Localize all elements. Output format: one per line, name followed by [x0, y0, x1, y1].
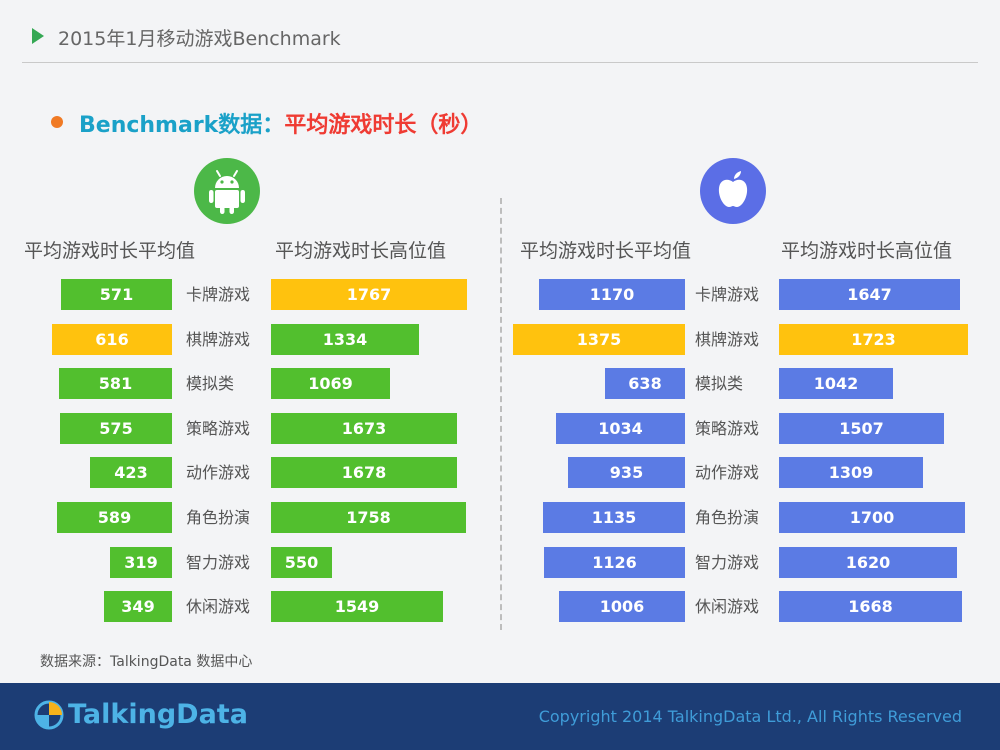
ios-avg-bar: 935	[568, 457, 685, 488]
section-title: Benchmark数据：平均游戏时长（秒）	[79, 107, 482, 139]
footer-bar: TalkingData Copyright 2014 TalkingData L…	[0, 683, 1000, 750]
android-category-label: 智力游戏	[186, 553, 251, 572]
ios-high-bar: 1042	[779, 368, 893, 399]
ios-category-label: 棋牌游戏	[695, 330, 760, 349]
apple-icon	[700, 158, 766, 224]
ios-avg-bar: 1006	[559, 591, 685, 622]
android-avg-bar: 319	[110, 547, 172, 578]
android-high-bar: 1673	[271, 413, 457, 444]
android-high-bar: 1069	[271, 368, 390, 399]
ios-high-bar: 1647	[779, 279, 960, 310]
ios-category-label: 模拟类	[695, 374, 744, 393]
android-category-label: 棋牌游戏	[186, 330, 251, 349]
ios-avg-bar: 638	[605, 368, 685, 399]
ios-avg-bar: 1126	[544, 547, 685, 578]
android-category-label: 策略游戏	[186, 419, 251, 438]
ios-avg-bar: 1135	[543, 502, 685, 533]
android-category-label: 休闲游戏	[186, 597, 251, 616]
android-category-label: 模拟类	[186, 374, 235, 393]
header-arrow-icon	[32, 28, 44, 44]
header-divider	[22, 62, 978, 63]
android-category-label: 角色扮演	[186, 508, 251, 527]
page-title: 2015年1月移动游戏Benchmark	[58, 28, 341, 50]
android-avg-bar: 616	[52, 324, 172, 355]
android-high-bar: 1549	[271, 591, 443, 622]
ios-high-bar: 1507	[779, 413, 944, 444]
android-icon	[194, 158, 260, 224]
ios-category-label: 休闲游戏	[695, 597, 760, 616]
logo-text: TalkingData	[68, 699, 248, 730]
android-avg-bar: 349	[104, 591, 172, 622]
ios-category-label: 卡牌游戏	[695, 285, 760, 304]
ios-high-bar: 1309	[779, 457, 923, 488]
platform-divider	[500, 198, 502, 630]
android-avg-bar: 571	[61, 279, 172, 310]
ios-high-header: 平均游戏时长高位值	[781, 240, 953, 262]
ios-avg-header: 平均游戏时长平均值	[520, 240, 692, 262]
ios-category-label: 动作游戏	[695, 463, 760, 482]
ios-category-label: 策略游戏	[695, 419, 760, 438]
section-highlight: 平均游戏时长（秒）	[284, 113, 483, 138]
android-high-header: 平均游戏时长高位值	[275, 240, 447, 262]
android-category-label: 动作游戏	[186, 463, 251, 482]
android-high-bar: 1758	[271, 502, 466, 533]
android-high-bar: 1334	[271, 324, 419, 355]
android-category-label: 卡牌游戏	[186, 285, 251, 304]
ios-high-bar: 1723	[779, 324, 968, 355]
data-source: 数据来源：TalkingData 数据中心	[40, 654, 253, 670]
android-high-bar: 550	[271, 547, 332, 578]
ios-category-label: 角色扮演	[695, 508, 760, 527]
android-avg-bar: 423	[90, 457, 172, 488]
ios-avg-bar: 1375	[513, 324, 685, 355]
ios-high-bar: 1668	[779, 591, 962, 622]
logo-icon	[34, 700, 64, 730]
bullet-icon	[51, 116, 63, 128]
ios-high-bar: 1620	[779, 547, 957, 578]
android-high-bar: 1678	[271, 457, 457, 488]
copyright-text: Copyright 2014 TalkingData Ltd., All Rig…	[538, 707, 962, 726]
ios-high-bar: 1700	[779, 502, 965, 533]
android-high-bar: 1767	[271, 279, 467, 310]
ios-category-label: 智力游戏	[695, 553, 760, 572]
android-avg-header: 平均游戏时长平均值	[24, 240, 196, 262]
ios-avg-bar: 1170	[539, 279, 685, 310]
section-label: Benchmark数据：	[79, 113, 285, 138]
android-avg-bar: 589	[57, 502, 172, 533]
ios-avg-bar: 1034	[556, 413, 685, 444]
android-avg-bar: 581	[59, 368, 172, 399]
android-avg-bar: 575	[60, 413, 172, 444]
